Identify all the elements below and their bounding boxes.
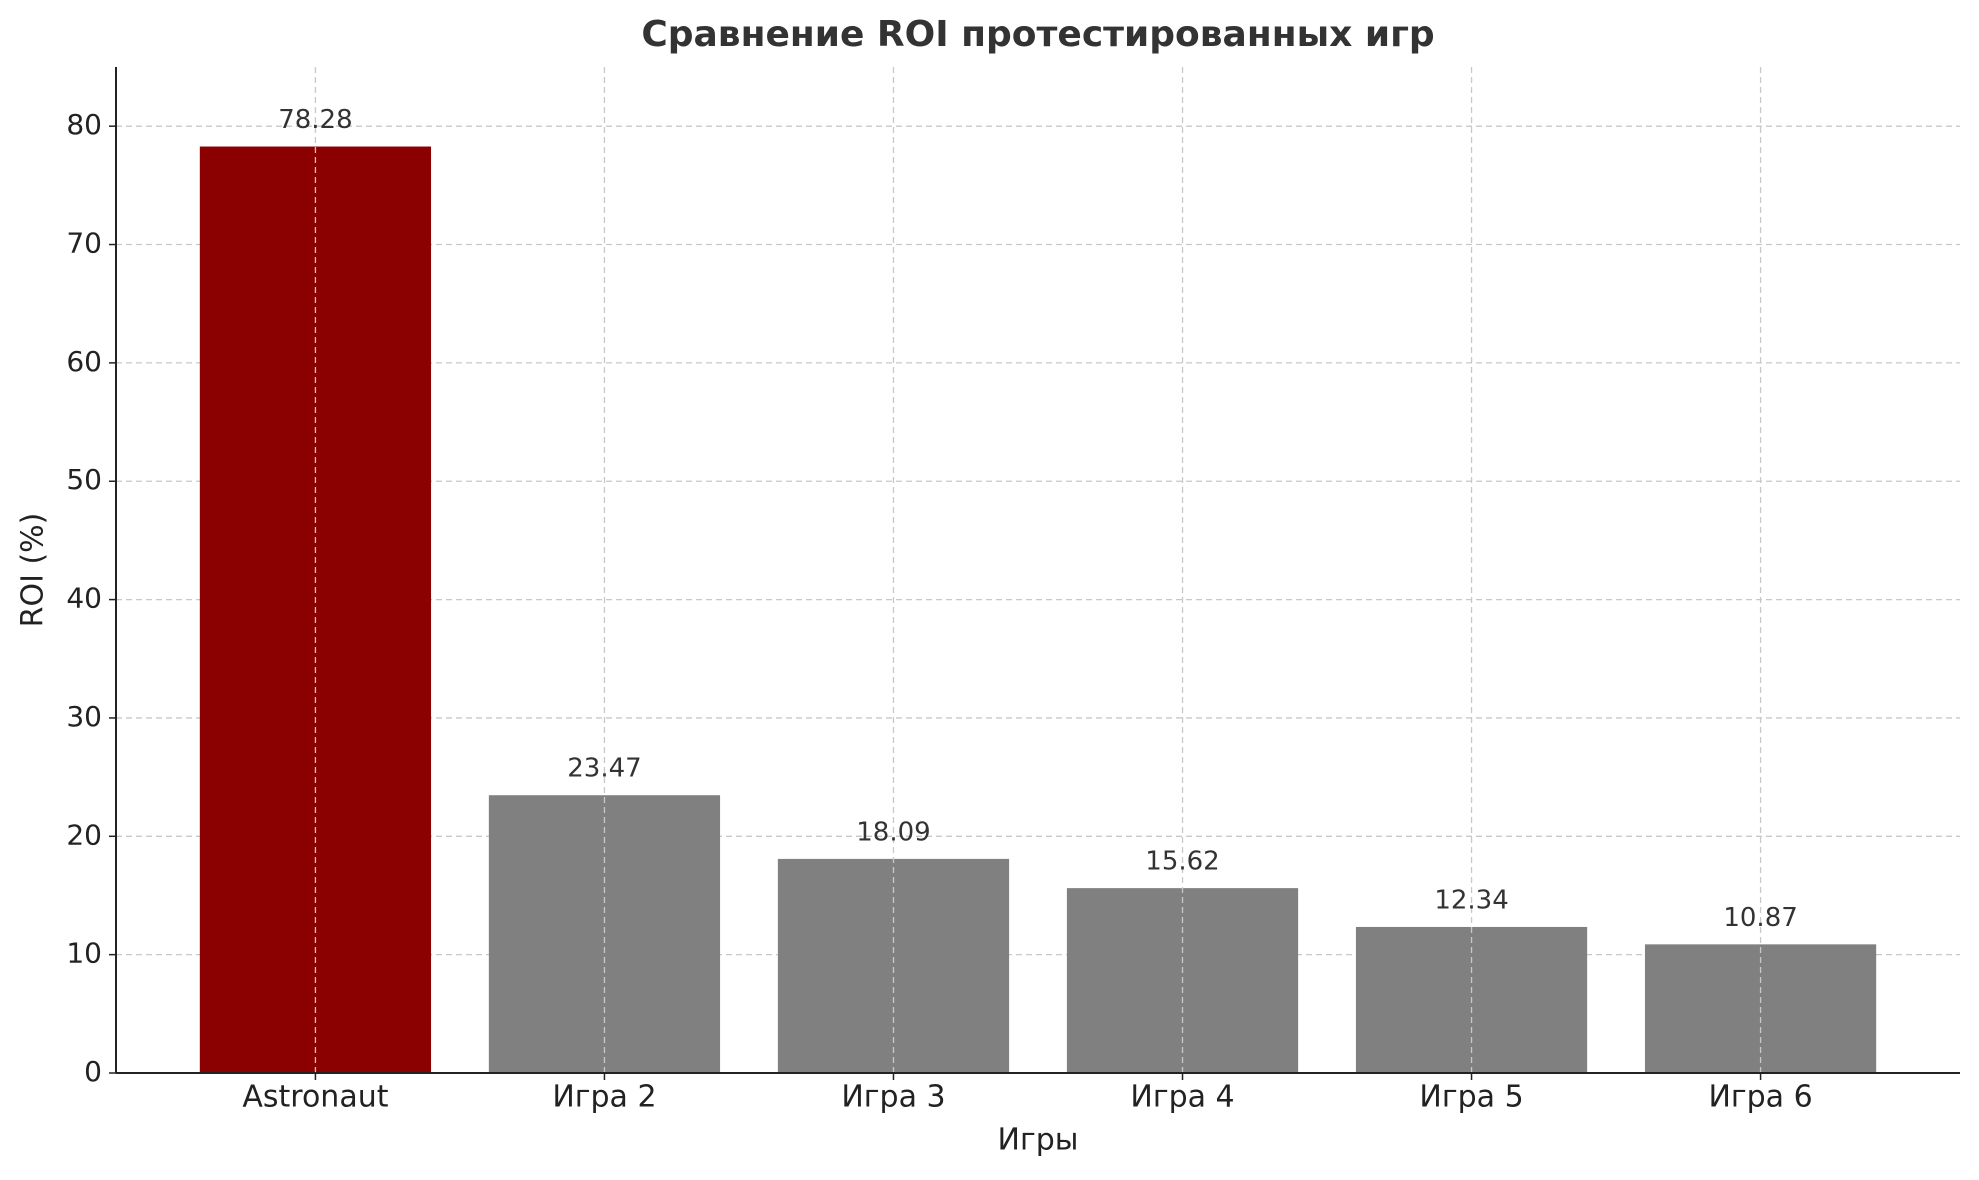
y-axis-label: ROI (%) <box>16 513 51 628</box>
y-tick-label: 20 <box>66 818 102 851</box>
value-label: 78.28 <box>278 105 352 135</box>
y-tick-label: 70 <box>66 227 102 260</box>
chart-title: Сравнение ROI протестированных игр <box>641 14 1434 55</box>
y-tick-label: 50 <box>66 463 102 496</box>
y-tick-label: 80 <box>66 108 102 141</box>
value-label: 23.47 <box>567 754 641 784</box>
x-axis-label: Игры <box>998 1123 1079 1158</box>
value-label: 12.34 <box>1434 885 1508 915</box>
x-tick-label: Игра 3 <box>841 1080 945 1115</box>
y-tick-label: 30 <box>66 700 102 733</box>
x-tick-label: Игра 2 <box>552 1080 656 1115</box>
x-tick-label: Игра 6 <box>1708 1080 1812 1115</box>
value-label: 10.87 <box>1723 903 1797 933</box>
value-label: 18.09 <box>856 817 930 847</box>
y-tick-label: 60 <box>66 345 102 378</box>
x-tick-label: Игра 4 <box>1130 1080 1234 1115</box>
x-tick-label: Игра 5 <box>1419 1080 1523 1115</box>
value-label: 15.62 <box>1145 847 1219 877</box>
x-tick-label: Astronaut <box>242 1080 388 1115</box>
y-tick-label: 10 <box>66 937 102 970</box>
y-tick-label: 0 <box>84 1055 102 1088</box>
y-tick-label: 40 <box>66 582 102 615</box>
